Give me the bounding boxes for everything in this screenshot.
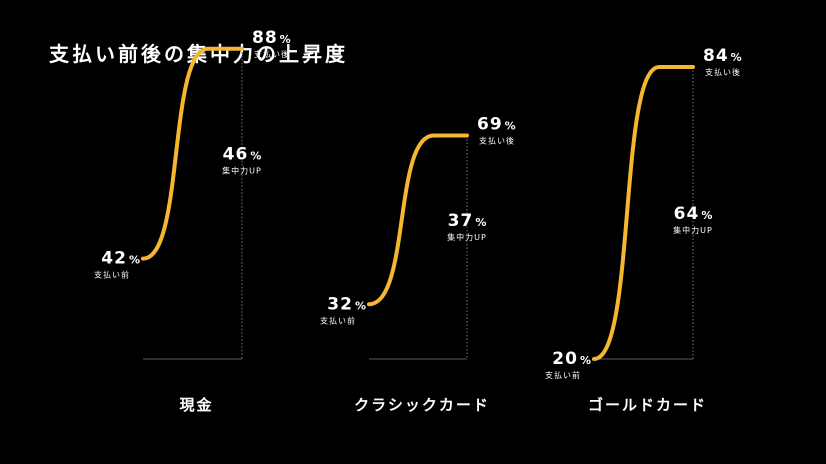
- after-value-label: 88%: [252, 28, 291, 48]
- series-curve: [592, 65, 695, 361]
- up-value-label: 37%: [448, 211, 487, 231]
- after-value-label: 84%: [703, 46, 742, 66]
- before-caption: 支払い前: [94, 270, 130, 280]
- before-value-label: 20%: [552, 349, 591, 369]
- after-caption: 支払い後: [254, 49, 290, 59]
- up-caption: 集中力UP: [222, 166, 262, 176]
- before-value-label: 42%: [101, 249, 140, 269]
- after-caption: 支払い後: [705, 67, 741, 77]
- category-label: ゴールドカード: [588, 396, 707, 414]
- series-curve: [367, 133, 469, 307]
- category-label: クラシックカード: [354, 396, 490, 414]
- before-caption: 支払い前: [545, 370, 581, 380]
- up-value-label: 64%: [674, 204, 713, 224]
- category-label: 現金: [179, 396, 213, 414]
- up-caption: 集中力UP: [673, 225, 713, 235]
- up-value-label: 46%: [223, 145, 262, 165]
- series-curve: [141, 46, 244, 261]
- after-value-label: 69%: [477, 114, 516, 134]
- before-value-label: 32%: [327, 294, 366, 314]
- before-caption: 支払い前: [320, 315, 356, 325]
- after-caption: 支払い後: [479, 135, 515, 145]
- up-caption: 集中力UP: [447, 232, 487, 242]
